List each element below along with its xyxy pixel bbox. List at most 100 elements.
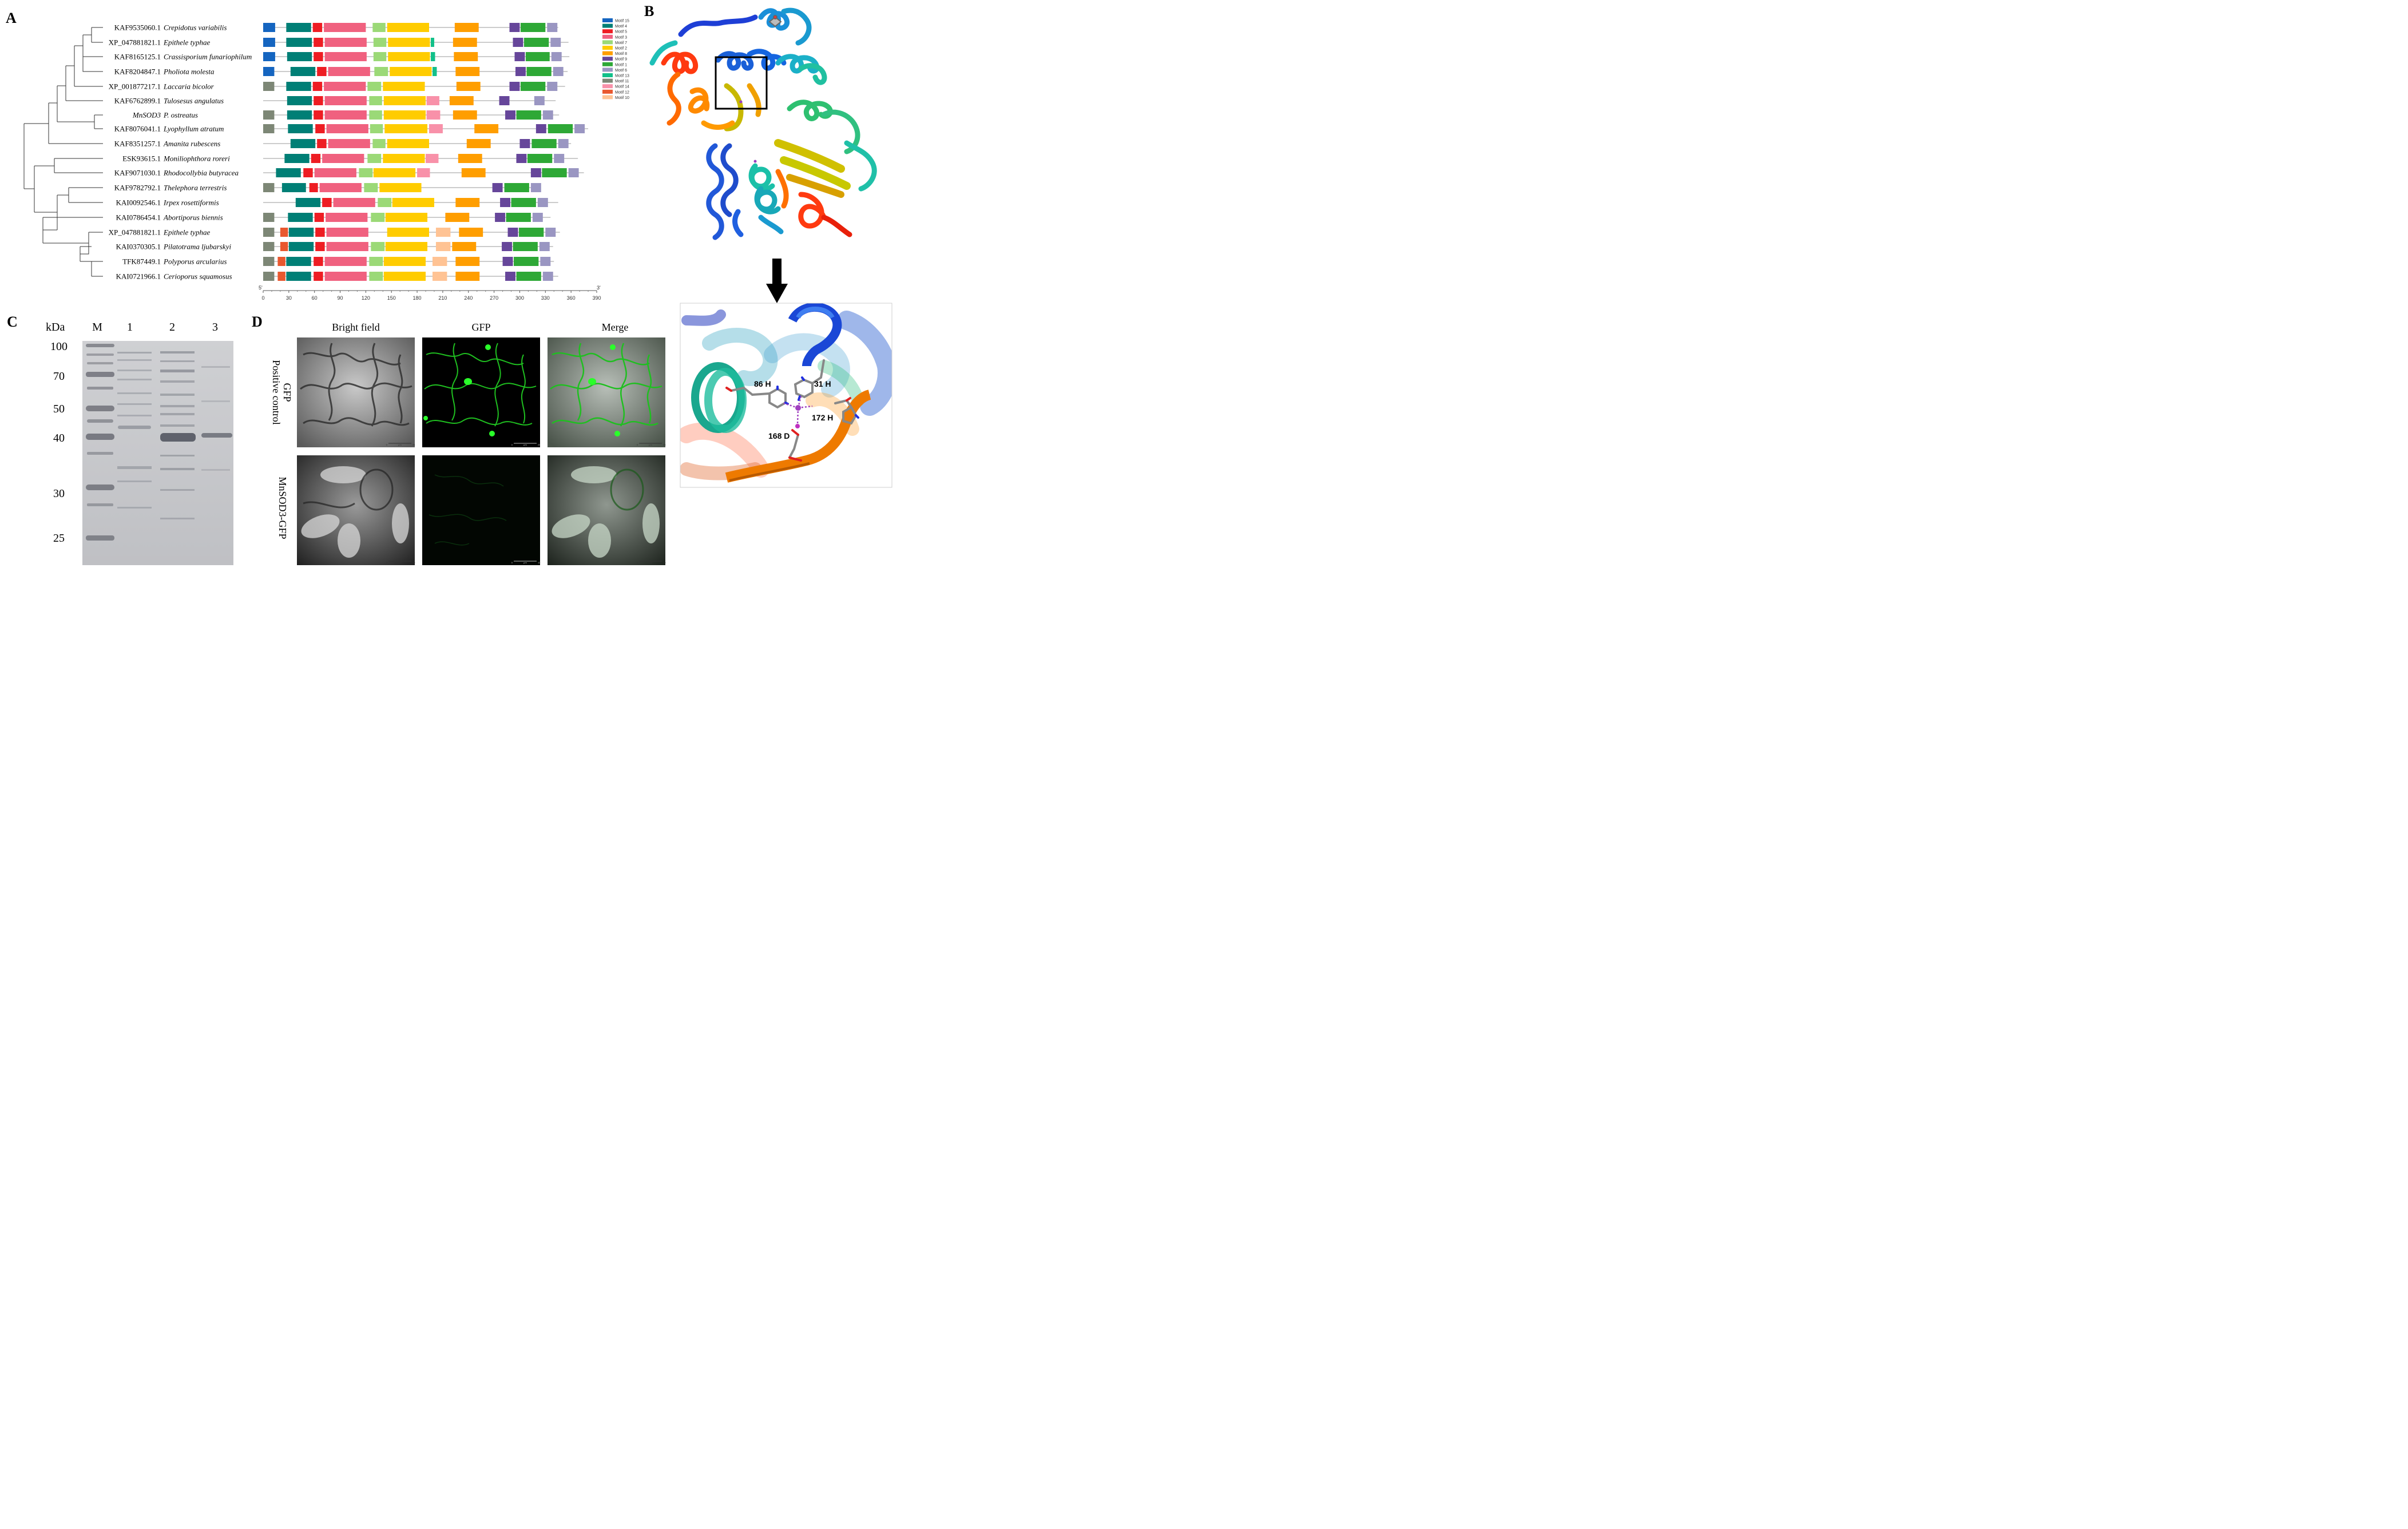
motif-block bbox=[324, 110, 367, 120]
species-name: P. ostreatus bbox=[163, 111, 198, 120]
species-accession: KAI0370305.1 bbox=[116, 243, 161, 251]
motif-block bbox=[281, 183, 306, 192]
motif-block bbox=[314, 96, 323, 105]
axis-tick-label: 210 bbox=[438, 295, 447, 301]
micrograph-gfp-positive bbox=[422, 337, 540, 447]
motif-block bbox=[551, 52, 562, 61]
gel-lane-labels: M 1 2 3 bbox=[92, 321, 218, 333]
residue-label-31h: 31 H bbox=[814, 379, 831, 388]
scale-unit: μm bbox=[649, 443, 652, 446]
lane3-band-40 bbox=[201, 433, 232, 438]
motif-block bbox=[519, 139, 530, 148]
motif-block bbox=[286, 257, 311, 266]
species-accession: KAF9782792.1 bbox=[114, 184, 161, 192]
axis-tick-label: 330 bbox=[541, 295, 550, 301]
microscopy-column-headers: Bright field GFP Merge bbox=[332, 321, 628, 333]
motif-block bbox=[509, 82, 520, 91]
legend-swatch bbox=[602, 57, 613, 61]
motif-block bbox=[324, 23, 366, 32]
motif-block bbox=[432, 257, 447, 266]
legend-swatch bbox=[602, 51, 613, 55]
micrograph-bright-field-gfp bbox=[297, 337, 415, 447]
gel-lane-label: 2 bbox=[169, 321, 175, 333]
scale-value: 10 bbox=[412, 561, 415, 564]
motif-block bbox=[453, 38, 477, 47]
motif-block bbox=[435, 242, 451, 251]
protein-structure-overview bbox=[649, 7, 877, 240]
sds-page-gel bbox=[82, 341, 233, 565]
legend-swatch bbox=[602, 29, 613, 34]
species-name: Lyophyllum atratum bbox=[163, 125, 224, 133]
legend-label: Motif 5 bbox=[615, 30, 627, 34]
motif-block bbox=[535, 124, 546, 133]
motif-block bbox=[518, 228, 544, 237]
motif-block bbox=[383, 257, 426, 266]
figure: A KAF9535060.1 Crepidotus variabilisXP_04… bbox=[6, 3, 892, 565]
legend-swatch bbox=[602, 23, 613, 28]
axis-tick-label: 150 bbox=[387, 295, 396, 301]
panel-d-label: D bbox=[252, 313, 263, 330]
motif-block bbox=[311, 154, 321, 163]
species-name: Pilatotrama ljubarskyi bbox=[163, 243, 231, 251]
motif-block bbox=[417, 168, 430, 177]
motif-block bbox=[312, 82, 323, 91]
column-header: Bright field bbox=[332, 321, 380, 333]
motif-block bbox=[277, 272, 285, 281]
scale-zero: 0 bbox=[386, 443, 388, 446]
motif-block bbox=[511, 198, 536, 207]
motif-block bbox=[429, 124, 443, 133]
species-name: Epithele typhae bbox=[163, 228, 210, 237]
marker-band-40 bbox=[86, 434, 114, 440]
legend-label: Motif 9 bbox=[615, 58, 627, 62]
motif-block bbox=[263, 23, 275, 32]
motif-block bbox=[263, 38, 275, 47]
scale-unit: μm bbox=[398, 561, 402, 564]
species-accession: TFK87449.1 bbox=[122, 257, 161, 266]
motif-block bbox=[369, 272, 383, 281]
motif-block bbox=[371, 213, 385, 222]
motif-block bbox=[263, 272, 275, 281]
motif-block bbox=[505, 272, 515, 281]
motif-block bbox=[383, 96, 426, 105]
motif-block bbox=[326, 242, 368, 251]
scale-value: 25 bbox=[412, 443, 415, 446]
motif-block bbox=[461, 168, 486, 177]
species-name: Polyporus arcularius bbox=[163, 257, 227, 266]
marker-band-70 bbox=[86, 372, 114, 377]
species-accession: XP_001877217.1 bbox=[109, 82, 161, 91]
motif-block bbox=[290, 67, 316, 76]
motif-block bbox=[526, 67, 552, 76]
motif-block bbox=[554, 154, 565, 163]
species-name: Tulosesus angulatus bbox=[164, 97, 224, 105]
species-accession: KAF6762899.1 bbox=[114, 97, 161, 105]
motif-block bbox=[537, 198, 548, 207]
scale-zero: 0 bbox=[511, 561, 513, 564]
microscopy-row-labels: GFP Positive control MnSOD3-GFP bbox=[271, 360, 293, 539]
gel-lane-label: 1 bbox=[127, 321, 133, 333]
motif-block bbox=[315, 242, 325, 251]
scale-unit: μm bbox=[398, 443, 402, 446]
motif-block bbox=[466, 139, 491, 148]
motif-block bbox=[314, 110, 323, 120]
motif-block bbox=[317, 67, 327, 76]
motif-block bbox=[369, 257, 383, 266]
motif-block bbox=[326, 228, 368, 237]
legend-swatch bbox=[602, 73, 613, 77]
scale-zero: 0 bbox=[637, 561, 638, 564]
species-labels: KAF9535060.1 Crepidotus variabilisXP_0478… bbox=[109, 23, 252, 281]
motif-block bbox=[359, 168, 373, 177]
species-name: Crepidotus variabilis bbox=[164, 23, 227, 32]
motif-block bbox=[432, 67, 437, 76]
motif-block bbox=[509, 23, 520, 32]
species-name: Laccaria bicolor bbox=[163, 82, 215, 91]
motif-block bbox=[324, 52, 367, 61]
motif-block bbox=[303, 168, 313, 177]
motif-block bbox=[288, 213, 313, 222]
motif-block bbox=[505, 110, 515, 120]
motif-block bbox=[542, 168, 567, 177]
species-accession: KAI0721966.1 bbox=[116, 272, 161, 281]
motif-block bbox=[502, 242, 513, 251]
motif-block bbox=[506, 213, 531, 222]
axis-tick-label: 120 bbox=[362, 295, 370, 301]
motif-block bbox=[388, 52, 430, 61]
